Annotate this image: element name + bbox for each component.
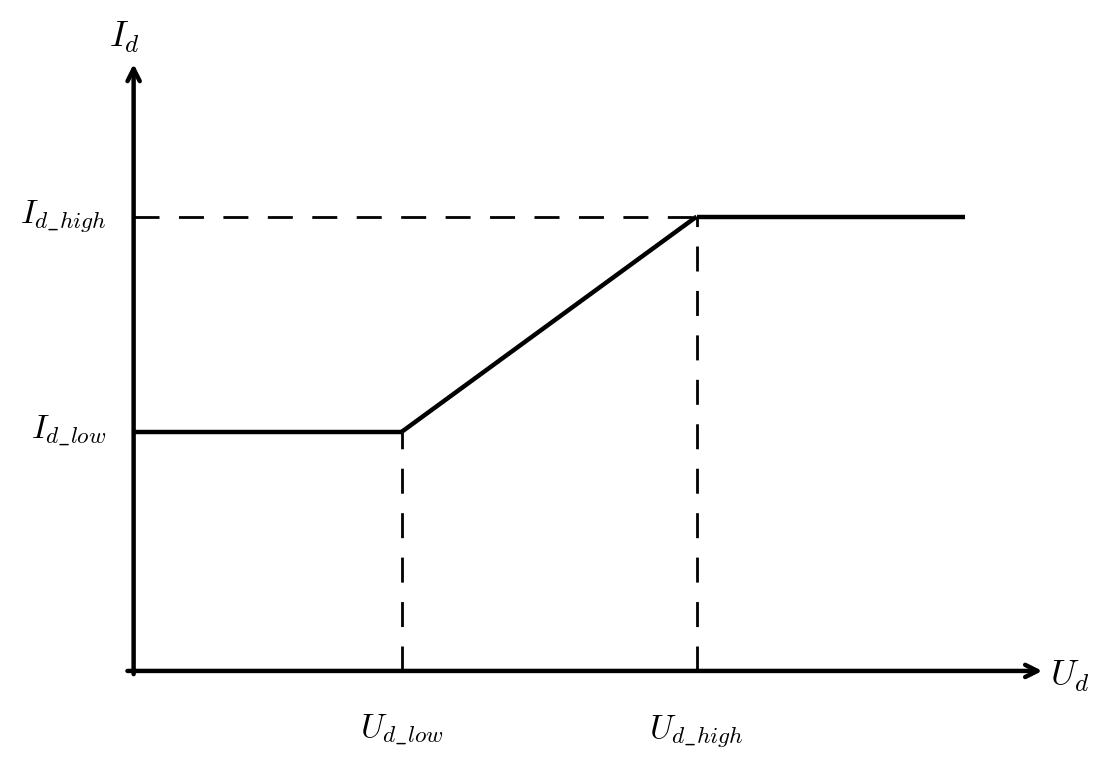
Text: $\mathit{U_{d\_high}}$: $\mathit{U_{d\_high}}$	[650, 712, 743, 748]
Text: $\mathit{I_{d\_low}}$: $\mathit{I_{d\_low}}$	[31, 415, 107, 450]
Text: $\mathit{I_d}$: $\mathit{I_d}$	[110, 20, 140, 55]
Text: $\mathit{I_{d\_high}}$: $\mathit{I_{d\_high}}$	[20, 199, 107, 235]
Text: $\mathit{U_{d\_low}}$: $\mathit{U_{d\_low}}$	[360, 712, 444, 748]
Text: $\mathit{U_d}$: $\mathit{U_d}$	[1050, 659, 1089, 694]
